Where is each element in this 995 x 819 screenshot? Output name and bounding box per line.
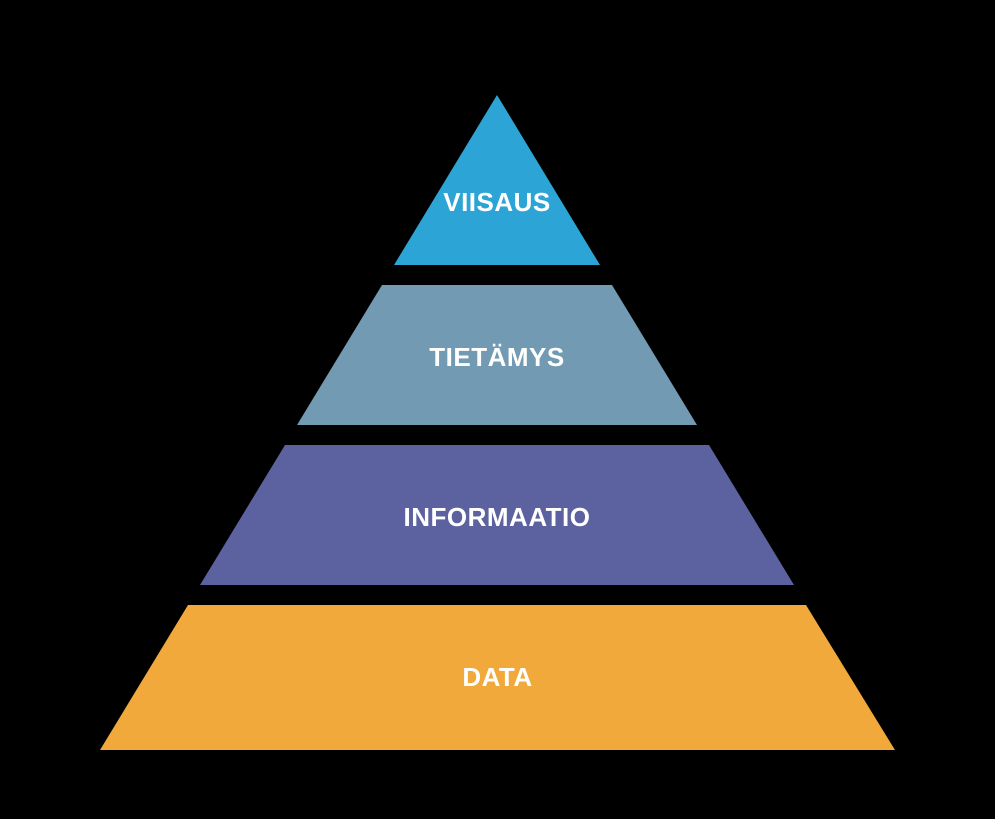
pyramid-label-informaatio: INFORMAATIO xyxy=(200,502,794,533)
pyramid-label-tietamys: TIETÄMYS xyxy=(297,342,697,373)
pyramid-label-data: DATA xyxy=(100,662,895,693)
pyramid-layer-informaatio: INFORMAATIO xyxy=(200,445,794,585)
pyramid-layer-viisaus: VIISAUS xyxy=(394,95,600,265)
pyramid-layer-tietamys: TIETÄMYS xyxy=(297,285,697,425)
pyramid-layer-data: DATA xyxy=(100,605,895,750)
dikw-pyramid: VIISAUS TIETÄMYS INFORMAATIO DATA xyxy=(0,0,995,819)
pyramid-label-viisaus: VIISAUS xyxy=(394,187,600,218)
